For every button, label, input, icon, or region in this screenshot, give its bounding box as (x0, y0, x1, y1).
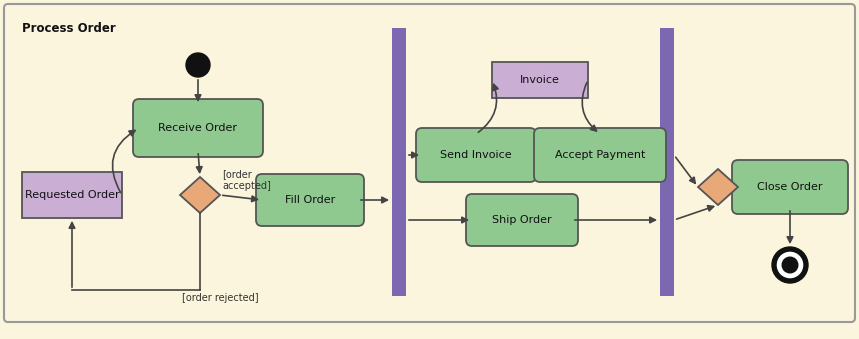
Text: Requested Order: Requested Order (25, 190, 119, 200)
Circle shape (783, 257, 798, 273)
Text: Ship Order: Ship Order (492, 215, 551, 225)
FancyBboxPatch shape (22, 172, 122, 218)
Text: Process Order: Process Order (22, 22, 116, 35)
Polygon shape (698, 169, 738, 205)
Text: Accept Payment: Accept Payment (555, 150, 645, 160)
Text: Fill Order: Fill Order (285, 195, 335, 205)
Text: Send Invoice: Send Invoice (440, 150, 512, 160)
FancyBboxPatch shape (256, 174, 364, 226)
Circle shape (186, 53, 210, 77)
FancyBboxPatch shape (133, 99, 263, 157)
Polygon shape (180, 177, 220, 213)
Circle shape (777, 253, 802, 278)
Bar (392, 28, 406, 296)
FancyBboxPatch shape (534, 128, 666, 182)
Bar (660, 28, 674, 296)
Text: Invoice: Invoice (520, 75, 560, 85)
Text: Close Order: Close Order (758, 182, 823, 192)
Circle shape (772, 247, 808, 283)
FancyBboxPatch shape (732, 160, 848, 214)
FancyBboxPatch shape (416, 128, 536, 182)
FancyBboxPatch shape (466, 194, 578, 246)
FancyBboxPatch shape (4, 4, 855, 322)
Text: Receive Order: Receive Order (159, 123, 237, 133)
Text: [order
accepted]: [order accepted] (222, 170, 271, 191)
FancyBboxPatch shape (492, 62, 588, 98)
Text: [order rejected]: [order rejected] (182, 293, 259, 303)
